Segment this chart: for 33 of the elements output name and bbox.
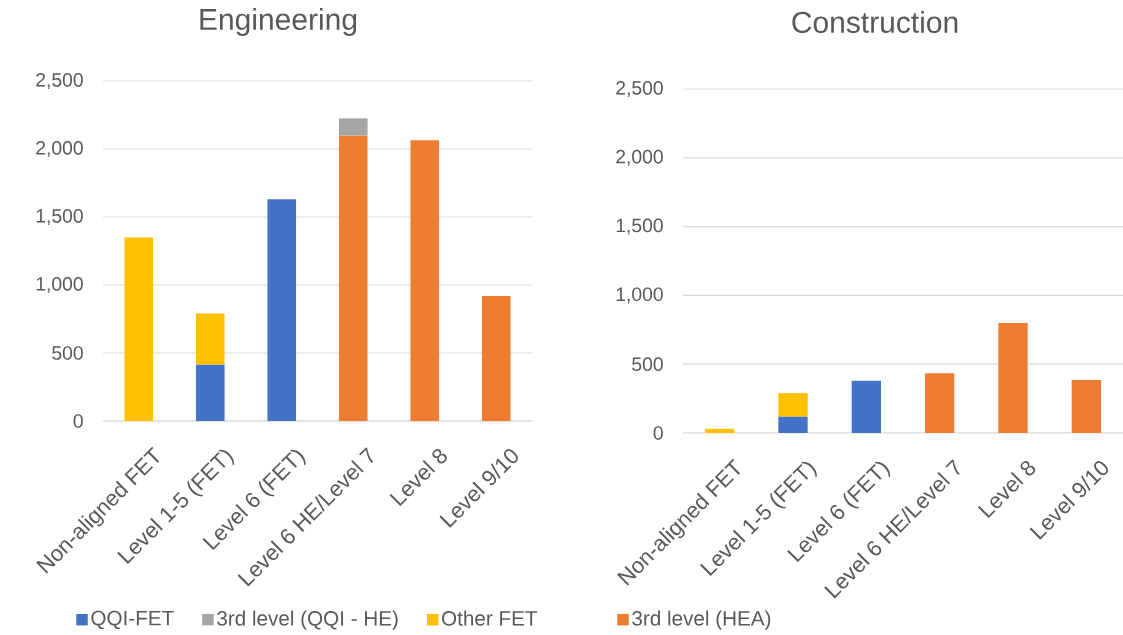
y-tick-label: 2,500	[616, 81, 663, 97]
y-tick-label: 0	[73, 414, 83, 428]
y-tick-label: 2,000	[616, 149, 663, 166]
bar	[705, 428, 735, 433]
legend-label: QQI-FET	[91, 610, 174, 630]
y-tick-label: 500	[52, 346, 83, 360]
bar	[481, 295, 511, 421]
y-tick-label: 1,000	[36, 277, 83, 293]
bar	[338, 135, 368, 421]
bar	[195, 313, 225, 365]
bar	[778, 393, 808, 417]
bar	[195, 364, 225, 421]
y-tick-label: 0	[653, 426, 663, 440]
y-tick-label: 1,000	[616, 287, 663, 304]
y-tick-label: 500	[632, 357, 663, 372]
legend-label: 3rd level (HEA)	[632, 610, 771, 630]
chart-title: Engineering	[200, 8, 357, 36]
legend-label: Other FET	[442, 610, 538, 626]
chart-title: Construction	[792, 10, 958, 34]
bar	[124, 237, 154, 421]
y-tick-label: 1,500	[36, 209, 83, 225]
y-tick-label: 1,500	[616, 218, 663, 235]
bar	[410, 140, 440, 421]
bar	[925, 373, 955, 433]
bar	[851, 380, 882, 433]
legend-label: 3rd level (QQI - HE)	[217, 610, 398, 630]
bar	[267, 199, 297, 421]
bar	[778, 416, 808, 433]
y-tick-label: 2,500	[36, 73, 83, 89]
bar	[998, 322, 1028, 433]
bar	[1071, 380, 1102, 433]
bar	[338, 118, 368, 136]
y-tick-label: 2,000	[36, 141, 83, 157]
